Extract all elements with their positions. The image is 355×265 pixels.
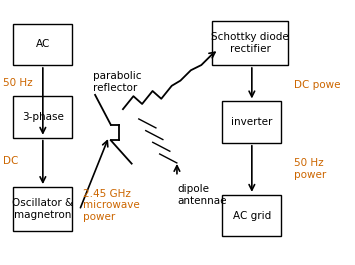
Text: Oscillator &
magnetron: Oscillator & magnetron xyxy=(12,198,73,220)
Text: Schottky diode
rectifier: Schottky diode rectifier xyxy=(211,32,289,54)
Text: AC: AC xyxy=(36,39,50,49)
Text: parabolic
reflector: parabolic reflector xyxy=(93,71,142,93)
Text: DC: DC xyxy=(4,156,19,166)
Text: DC powe: DC powe xyxy=(294,80,340,90)
FancyBboxPatch shape xyxy=(13,187,72,231)
Text: 50 Hz
power: 50 Hz power xyxy=(294,158,326,180)
FancyBboxPatch shape xyxy=(222,101,282,143)
FancyBboxPatch shape xyxy=(13,24,72,65)
FancyBboxPatch shape xyxy=(222,195,282,236)
Text: 3-phase: 3-phase xyxy=(22,112,64,122)
Text: 50 Hz: 50 Hz xyxy=(4,78,33,88)
Text: 2.45 GHz
microwave
power: 2.45 GHz microwave power xyxy=(83,188,140,222)
Text: inverter: inverter xyxy=(231,117,273,127)
FancyBboxPatch shape xyxy=(13,96,72,138)
Text: dipole
antennae: dipole antennae xyxy=(177,184,226,206)
FancyBboxPatch shape xyxy=(212,21,288,65)
Text: AC grid: AC grid xyxy=(233,210,271,220)
